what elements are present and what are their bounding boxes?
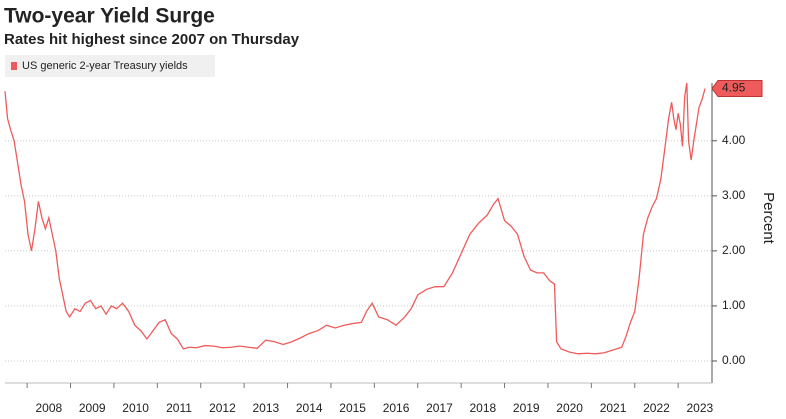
y-axis-label: Percent bbox=[760, 192, 777, 245]
legend-box bbox=[5, 55, 215, 77]
line-series bbox=[4, 82, 706, 355]
x-tick-label: 2014 bbox=[296, 401, 323, 415]
y-tick-label: 2.00 bbox=[722, 243, 746, 257]
y-tick-label: 1.00 bbox=[722, 298, 746, 312]
y-tick-label: 4.00 bbox=[722, 133, 746, 147]
chart-title: Two-year Yield Surge bbox=[4, 5, 215, 28]
x-tick-label: 2016 bbox=[383, 401, 410, 415]
chart-subtitle: Rates hit highest since 2007 on Thursday bbox=[4, 31, 300, 48]
x-tick-label: 2015 bbox=[339, 401, 366, 415]
x-tick-label: 2009 bbox=[79, 401, 106, 415]
x-tick-label: 2013 bbox=[252, 401, 279, 415]
x-tick-label: 2020 bbox=[556, 401, 583, 415]
legend-label: US generic 2-year Treasury yields bbox=[22, 60, 188, 72]
x-tick-label: 2018 bbox=[469, 401, 496, 415]
last-value-box bbox=[711, 80, 763, 98]
y-tick-label: 0.00 bbox=[722, 353, 746, 367]
legend-swatch bbox=[11, 62, 17, 70]
x-tick-label: 2021 bbox=[600, 401, 627, 415]
y-tick-label: 3.00 bbox=[722, 188, 746, 202]
x-tick-label: 2017 bbox=[426, 401, 453, 415]
x-tick-label: 2008 bbox=[35, 401, 62, 415]
x-tick-label: 2012 bbox=[209, 401, 236, 415]
x-tick-label: 2019 bbox=[513, 401, 540, 415]
x-tick-label: 2011 bbox=[166, 401, 192, 415]
last-value-label: 4.95 bbox=[722, 81, 746, 95]
x-tick-label: 2010 bbox=[122, 401, 149, 415]
x-tick-label: 2023 bbox=[686, 401, 713, 415]
x-tick-label: 2022 bbox=[643, 401, 670, 415]
